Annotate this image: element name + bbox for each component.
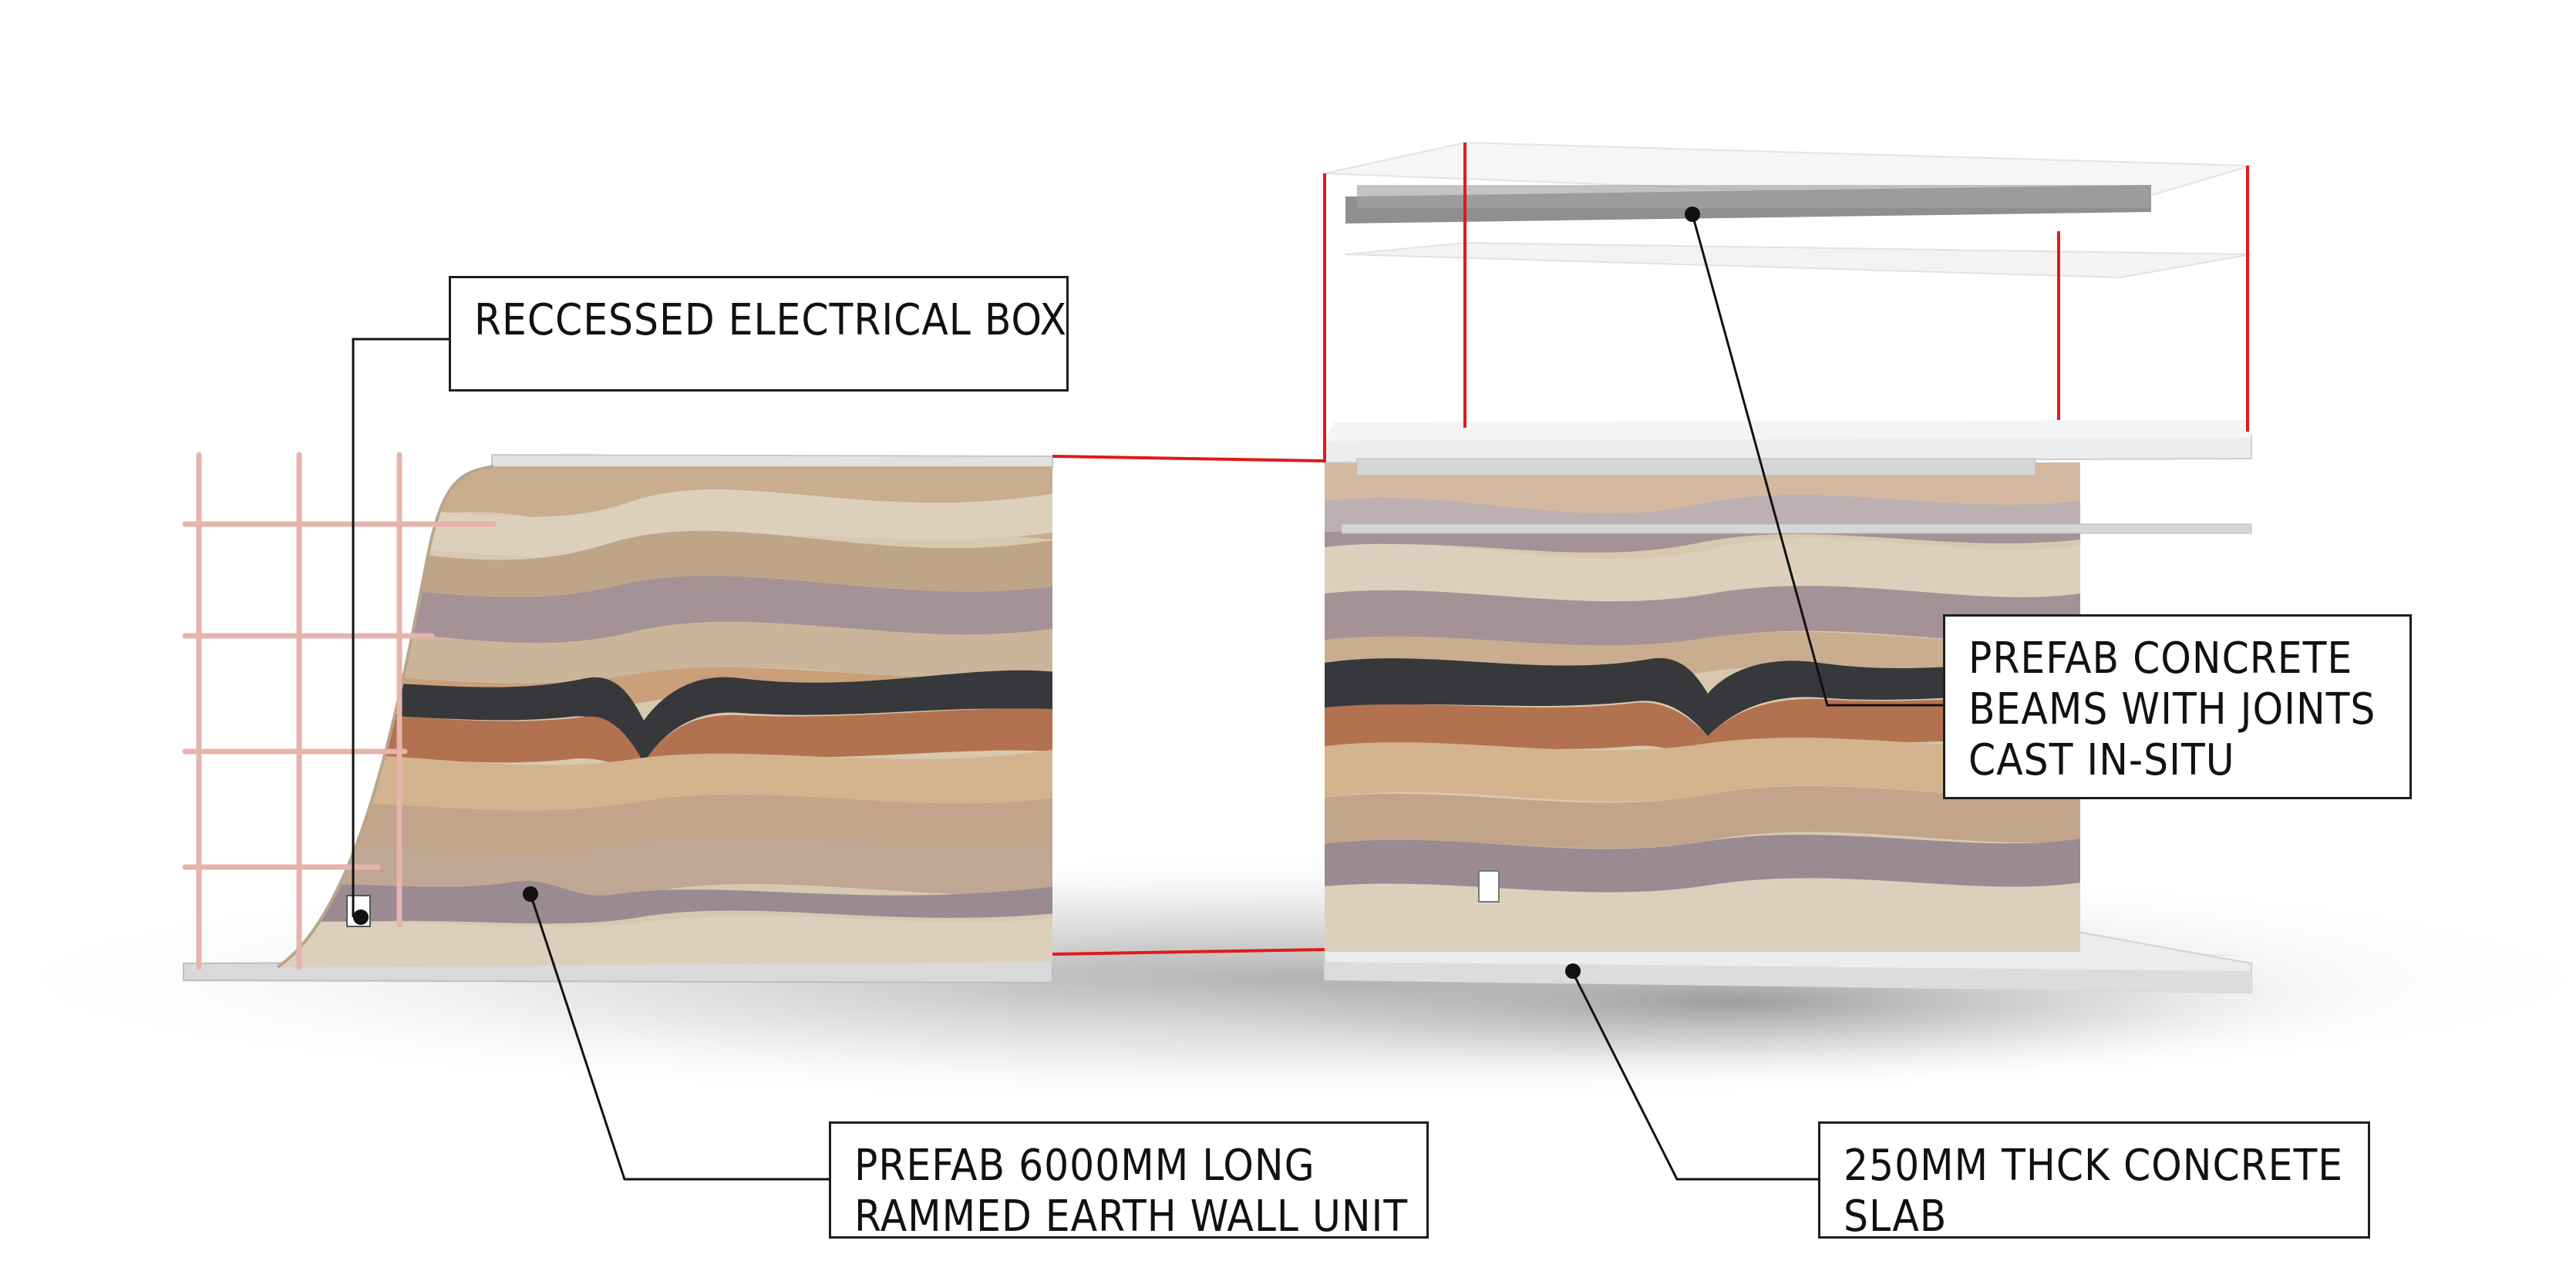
concrete-slab-side bbox=[1325, 962, 2251, 993]
label-concrete-beams: PREFAB CONCRETE BEAMS WITH JOINTS CAST I… bbox=[1943, 614, 2412, 799]
lower-beams bbox=[1341, 458, 2252, 534]
label-electrical-box: RECCESSED ELECTRICAL BOX bbox=[449, 276, 1069, 392]
ceiling-slab-transparent bbox=[1345, 241, 2252, 279]
rebar-mesh bbox=[182, 452, 497, 970]
lower-floor-slab-top bbox=[1325, 420, 2251, 441]
label-line: SLAB bbox=[1844, 1192, 1948, 1242]
right-rammed-earth-wall bbox=[1325, 462, 2080, 952]
leader-lines bbox=[352, 213, 1943, 1181]
label-concrete-slab: 250MM THCK CONCRETE SLAB bbox=[1818, 1121, 2370, 1242]
label-line: RECCESSED ELECTRICAL BOX bbox=[474, 295, 1068, 345]
left-rammed-earth-wall bbox=[278, 466, 1052, 967]
wall-outlet bbox=[1478, 870, 1500, 903]
label-wall-unit: PREFAB 6000MM LONG RAMMED EARTH WALL UNI… bbox=[829, 1121, 1429, 1242]
left-top-plate bbox=[491, 453, 1053, 468]
label-line: RAMMED EARTH WALL UNIT bbox=[854, 1192, 1409, 1242]
label-line: PREFAB 6000MM LONG bbox=[854, 1141, 1315, 1191]
label-line: BEAMS WITH JOINTS bbox=[1968, 684, 2376, 735]
label-line: 250MM THCK CONCRETE bbox=[1844, 1141, 2344, 1191]
beam-ribs bbox=[1357, 185, 2151, 208]
label-line: PREFAB CONCRETE bbox=[1968, 634, 2353, 684]
label-line: CAST IN-SITU bbox=[1968, 735, 2235, 785]
alignment-lines bbox=[1052, 143, 2249, 956]
leader-dots bbox=[353, 207, 1700, 979]
left-wall-curved-edge bbox=[276, 465, 494, 969]
